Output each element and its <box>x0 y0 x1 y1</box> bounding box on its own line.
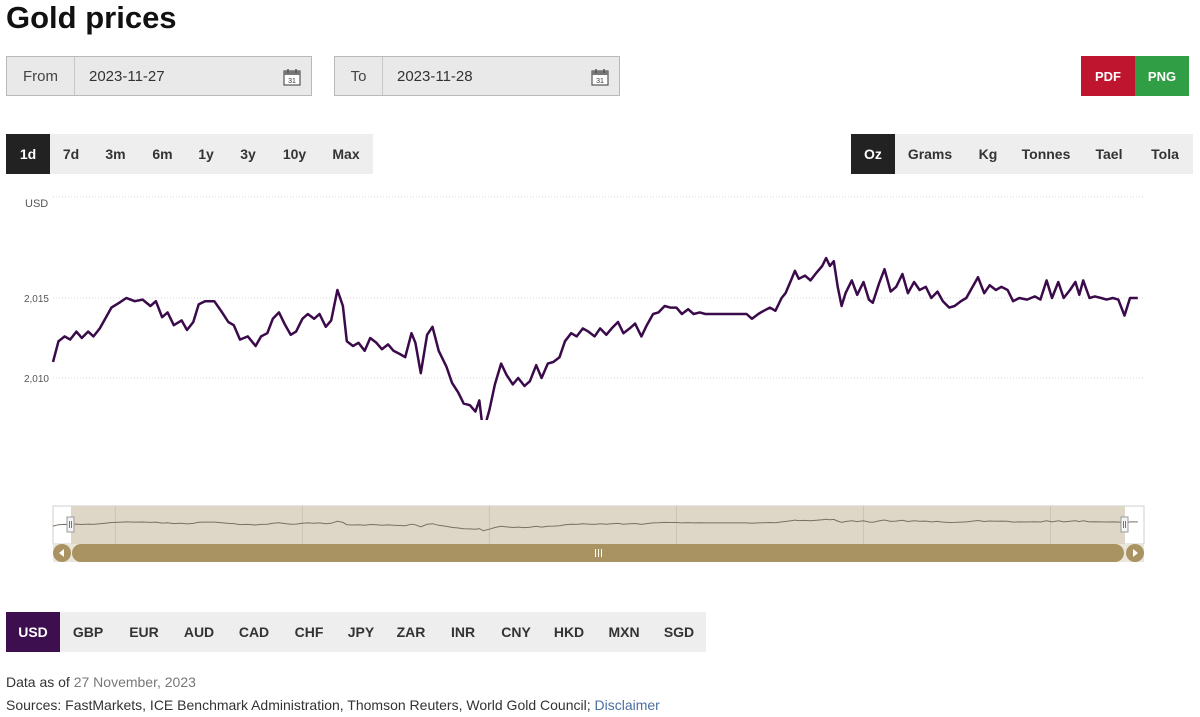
pdf-export-button[interactable]: PDF <box>1081 56 1135 96</box>
currency-selector: USD GBP EUR AUD CAD CHF JPY ZAR INR CNY HKD MXN SGD <box>6 612 706 652</box>
period-1d[interactable]: 1d <box>6 134 50 174</box>
data-as-of: Data as of 27 November, 2023 <box>6 674 196 690</box>
to-label: To <box>335 57 383 95</box>
period-3m[interactable]: 3m <box>105 146 126 162</box>
unit-oz[interactable]: Oz <box>851 134 895 174</box>
currency-zar[interactable]: ZAR <box>396 624 426 640</box>
period-6m[interactable]: 6m <box>152 146 173 162</box>
data-as-of-date: 27 November, 2023 <box>73 674 196 690</box>
currency-jpy[interactable]: JPY <box>347 624 375 640</box>
page-title: Gold prices <box>6 0 177 35</box>
currency-mxn[interactable]: MXN <box>608 624 640 640</box>
to-date-value[interactable]: 2023-11-28 <box>397 67 473 85</box>
from-date-value[interactable]: 2023-11-27 <box>89 67 165 85</box>
from-label: From <box>7 57 75 95</box>
navigator-right-handle[interactable] <box>1120 516 1129 533</box>
navigator-series-line <box>52 518 1138 532</box>
period-10y[interactable]: 10y <box>282 146 307 162</box>
period-max[interactable]: Max <box>332 146 360 162</box>
gridlines <box>53 196 1144 379</box>
currency-cad[interactable]: CAD <box>238 624 270 640</box>
unit-selector: Oz Grams Kg Tonnes Tael Tola <box>851 134 1193 174</box>
y-tick-label: 2,010 <box>24 374 49 385</box>
unit-kg[interactable]: Kg <box>978 146 998 162</box>
data-as-of-label: Data as of <box>6 674 70 690</box>
period-selector: 1d 7d 3m 6m 1y 3y 10y Max <box>6 134 373 174</box>
arrow-left-icon <box>59 549 64 557</box>
arrow-right-icon <box>1133 549 1138 557</box>
currency-inr[interactable]: INR <box>450 624 476 640</box>
unit-tonnes[interactable]: Tonnes <box>1021 146 1071 162</box>
currency-chf[interactable]: CHF <box>294 624 324 640</box>
navigator-left-handle[interactable] <box>66 516 75 533</box>
sources-line: Sources: FastMarkets, ICE Benchmark Admi… <box>6 697 660 713</box>
scrollbar-grip-icon <box>595 549 602 557</box>
currency-cny[interactable]: CNY <box>501 624 531 640</box>
sources-text: Sources: FastMarkets, ICE Benchmark Admi… <box>6 697 591 713</box>
from-date-field[interactable]: From 2023-11-27 31 <box>6 56 312 96</box>
calendar-icon[interactable]: 31 <box>591 68 609 86</box>
price-series-line[interactable] <box>51 256 1138 420</box>
to-date-field[interactable]: To 2023-11-28 31 <box>334 56 620 96</box>
calendar-icon[interactable]: 31 <box>283 68 301 86</box>
unit-grams[interactable]: Grams <box>907 146 953 162</box>
period-3y[interactable]: 3y <box>240 146 256 162</box>
y-tick-label: 2,015 <box>24 294 49 305</box>
navigator[interactable] <box>0 500 1200 570</box>
currency-aud[interactable]: AUD <box>183 624 215 640</box>
currency-hkd[interactable]: HKD <box>553 624 585 640</box>
disclaimer-link[interactable]: Disclaimer <box>594 697 660 713</box>
svg-text:31: 31 <box>596 78 604 85</box>
period-1y[interactable]: 1y <box>198 146 214 162</box>
unit-tael[interactable]: Tael <box>1095 146 1123 162</box>
currency-sgd[interactable]: SGD <box>663 624 695 640</box>
period-7d[interactable]: 7d <box>62 146 80 162</box>
y-axis-label: USD <box>25 198 48 210</box>
scroll-right-button[interactable] <box>1126 544 1144 562</box>
navigator-gridlines <box>114 506 1051 544</box>
currency-eur[interactable]: EUR <box>129 624 159 640</box>
unit-tola[interactable]: Tola <box>1151 146 1179 162</box>
currency-usd[interactable]: USD <box>6 612 60 652</box>
png-export-button[interactable]: PNG <box>1135 56 1189 96</box>
navigator-selection[interactable] <box>71 506 1125 544</box>
scroll-left-button[interactable] <box>53 544 71 562</box>
svg-text:31: 31 <box>288 78 296 85</box>
currency-gbp[interactable]: GBP <box>72 624 104 640</box>
